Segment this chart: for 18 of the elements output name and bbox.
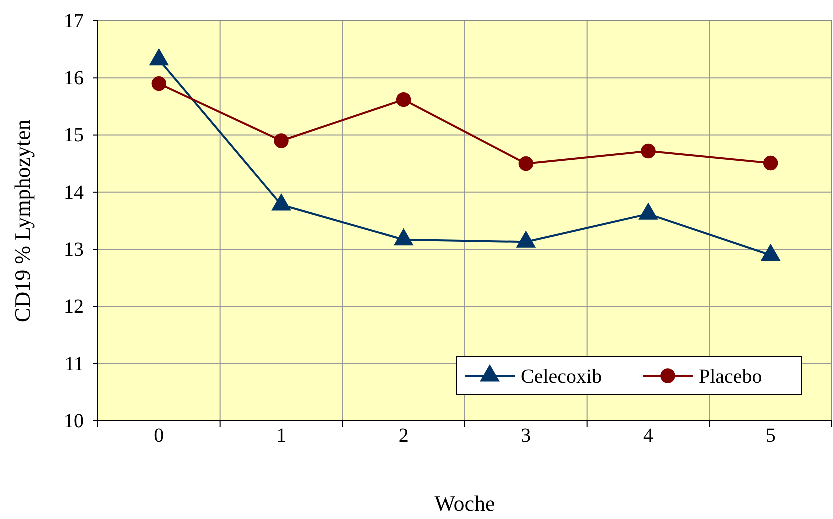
- legend-label: Placebo: [699, 366, 762, 388]
- x-tick-label: 2: [398, 425, 409, 447]
- legend-label: Celecoxib: [521, 366, 602, 388]
- y-tick-label: 15: [64, 124, 84, 147]
- x-tick-label: 5: [766, 425, 776, 447]
- x-tick-label: 3: [521, 425, 532, 447]
- y-tick-label: 12: [64, 296, 84, 318]
- y-tick-label: 11: [64, 353, 84, 376]
- y-tick-label: 10: [64, 410, 84, 432]
- x-tick-label: 1: [276, 425, 286, 447]
- y-tick-label: 16: [64, 68, 84, 90]
- y-tick-label: 17: [64, 10, 84, 32]
- y-tick-label: 14: [64, 182, 84, 204]
- x-tick-label: 0: [154, 425, 164, 447]
- x-tick-label: 4: [644, 425, 654, 447]
- y-tick-label: 13: [64, 238, 84, 261]
- y-axis-title: CD19 % Lymphozyten: [10, 120, 35, 322]
- x-axis-title: Woche: [434, 491, 496, 516]
